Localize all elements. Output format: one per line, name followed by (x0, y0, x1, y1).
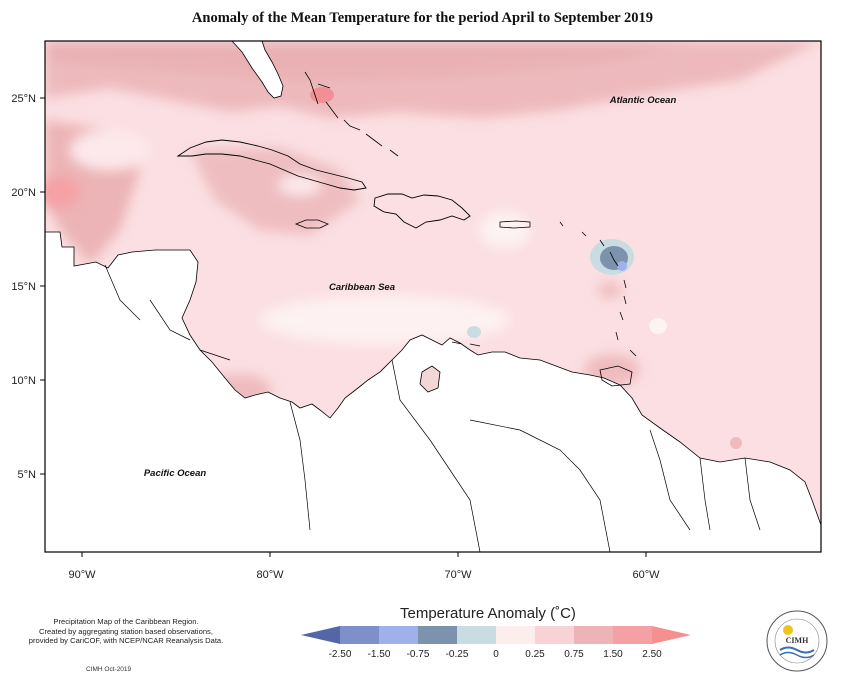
logo-text: CIMH (786, 636, 809, 645)
note-line: provided by CariCOF, with NCEP/NCAR Rean… (28, 636, 224, 646)
legend-tick-label: -1.50 (368, 649, 391, 660)
map-title: Anomaly of the Mean Temperature for the … (191, 10, 654, 26)
legend-bin (379, 626, 418, 644)
land-lesser-antilles (559, 221, 637, 357)
note-line: Created by aggregating station based obs… (39, 626, 213, 636)
legend-bin (457, 626, 496, 644)
land-puerto-rico (499, 220, 531, 229)
label-atlantic-ocean: Atlantic Ocean (609, 95, 677, 106)
lat-tick-label: 15°N (11, 281, 36, 293)
land-jamaica (294, 219, 329, 229)
map-notes: Precipitation Map of the Caribbean Regio… (12, 617, 240, 646)
legend-tick-label: 0 (493, 649, 499, 660)
legend-bin (418, 626, 457, 644)
land-lake-maracaibo (419, 365, 441, 393)
legend-bin (301, 626, 340, 644)
lat-axis: 25°N 20°N 15°N 10°N 5°N (11, 93, 45, 481)
land-cuba (176, 139, 367, 191)
sun-icon (783, 625, 793, 635)
land-trinidad (599, 365, 633, 387)
lon-tick-label: 60°W (632, 569, 660, 581)
cimh-logo: CIMH (766, 610, 828, 672)
lon-tick-label: 70°W (444, 569, 472, 581)
legend-colorbar (301, 626, 691, 644)
lat-tick-label: 10°N (11, 375, 36, 387)
legend-tick-label: -0.25 (446, 649, 469, 660)
legend-tick-label: 0.25 (525, 649, 545, 660)
legend-bin (535, 626, 574, 644)
credit-text: CIMH Oct-2019 (86, 666, 132, 673)
legend-bin (340, 626, 379, 644)
label-pacific-ocean: Pacific Ocean (144, 468, 207, 479)
legend-tick-label: -2.50 (329, 649, 352, 660)
legend-tick-label: 1.50 (603, 649, 623, 660)
legend-bin (496, 626, 535, 644)
country-borders (104, 264, 761, 552)
legend-tick-label: -0.75 (407, 649, 430, 660)
map-frame (44, 40, 822, 553)
lat-tick-label: 25°N (11, 93, 36, 105)
lon-tick-label: 90°W (68, 569, 96, 581)
label-caribbean-sea: Caribbean Sea (329, 282, 395, 293)
wave-icon (779, 646, 815, 654)
lat-tick-label: 5°N (18, 469, 37, 481)
lon-axis: 90°W 80°W 70°W 60°W (68, 552, 660, 581)
legend-title: Temperature Anomaly (˚C) (400, 605, 576, 622)
legend-tick-label: 2.50 (642, 649, 662, 660)
legend-tick-label: 0.75 (564, 649, 584, 660)
lon-tick-label: 80°W (256, 569, 284, 581)
land-central-america (45, 231, 821, 552)
legend-ticks: -2.50 -1.50 -0.75 -0.25 0 0.25 0.75 1.50 2.50 (329, 649, 663, 660)
legend-bin (652, 626, 691, 644)
land-hispaniola (373, 193, 471, 229)
land-florida (231, 41, 284, 99)
legend-bin (574, 626, 613, 644)
note-line: Precipitation Map of the Caribbean Regio… (53, 617, 199, 626)
land-abc-islands (451, 341, 481, 347)
map-area (45, 41, 821, 552)
lat-tick-label: 20°N (11, 187, 36, 199)
land-bahamas (304, 71, 399, 157)
legend-bin (613, 626, 652, 644)
